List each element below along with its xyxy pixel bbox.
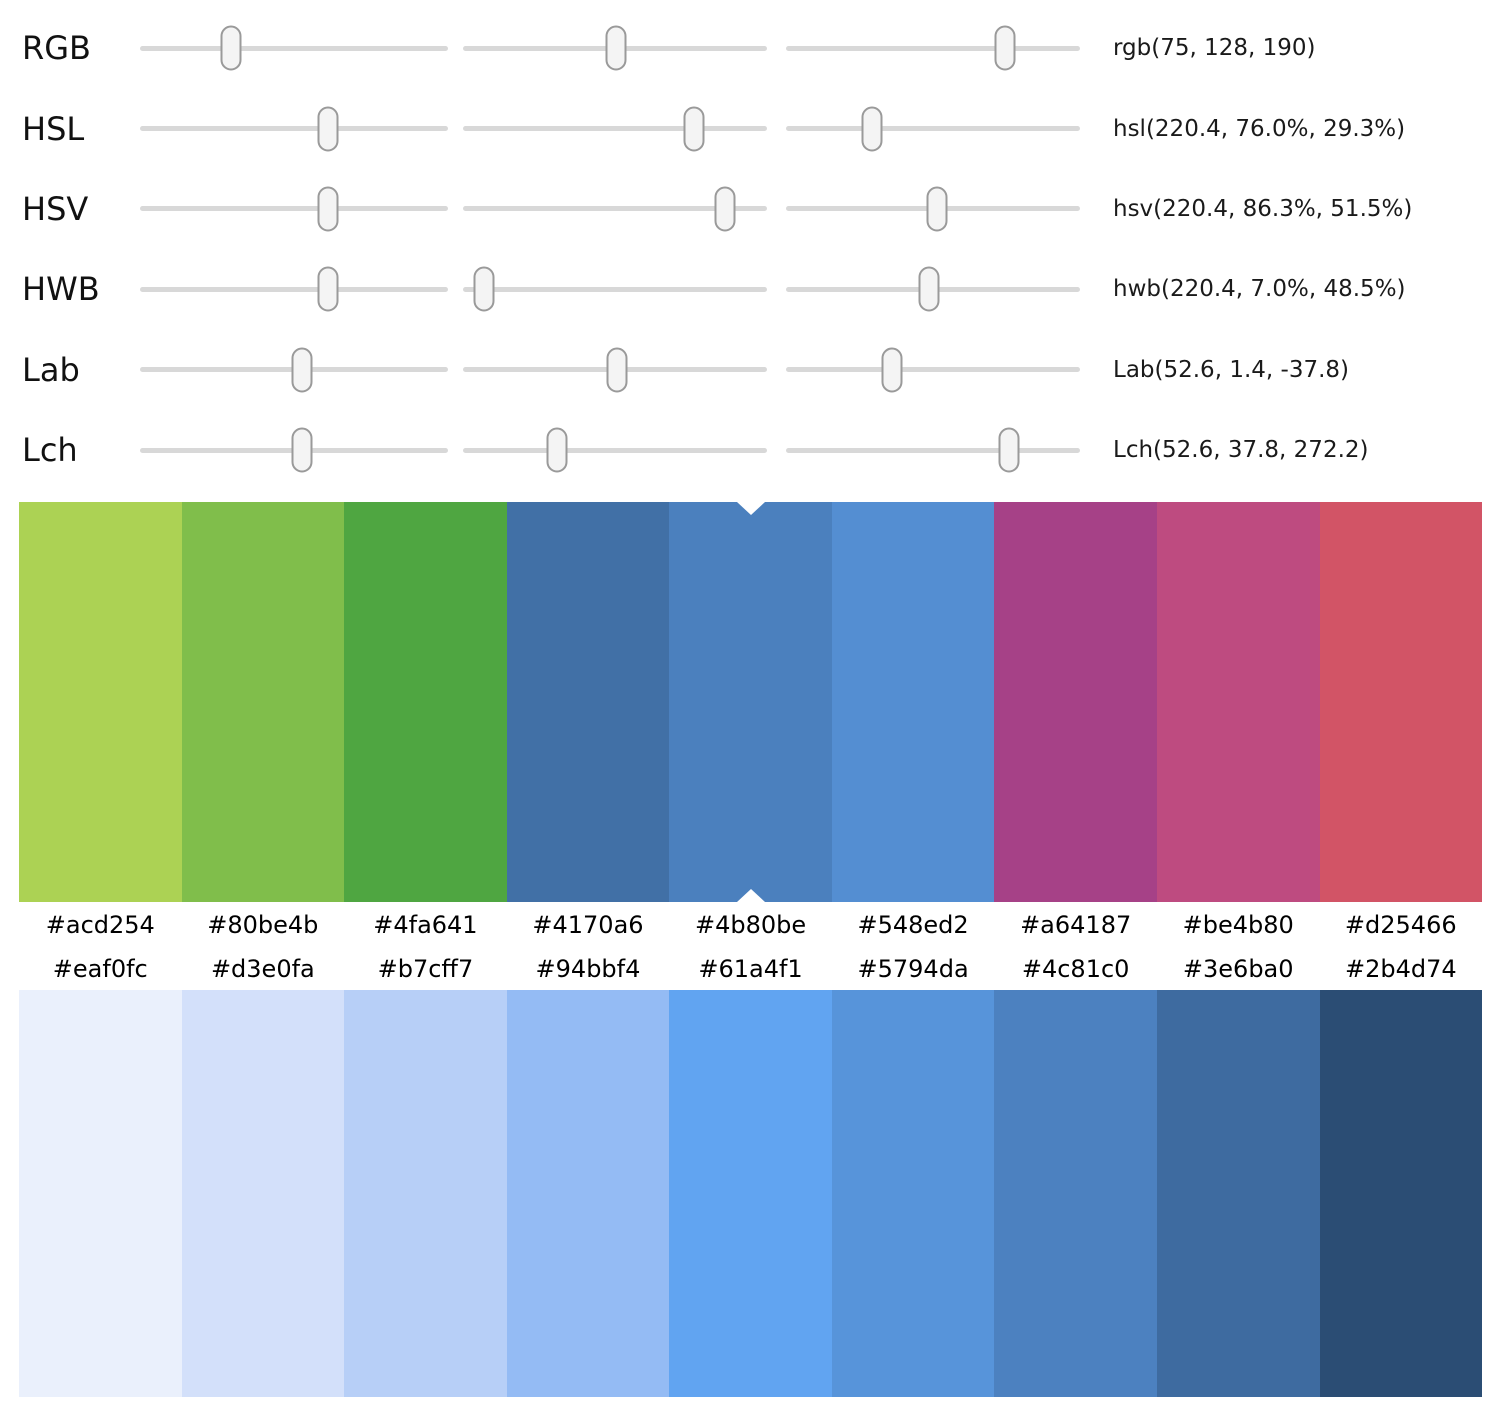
lch-slider-thumb-1[interactable] xyxy=(291,427,313,473)
bottom-palette-swatch-9[interactable] xyxy=(1319,990,1483,1398)
bottom-palette-hex-label-9: #2b4d74 xyxy=(1344,955,1457,984)
hsv-slider-track-1[interactable] xyxy=(140,186,448,232)
top-palette-hex-label-9: #d25466 xyxy=(1344,911,1457,940)
bottom-palette-swatch-6[interactable] xyxy=(831,990,995,1398)
lch-slider-thumb-3[interactable] xyxy=(998,427,1020,473)
lch-slider-track-3[interactable] xyxy=(786,427,1080,473)
top-palette-swatch-3[interactable] xyxy=(344,502,507,903)
bottom-palette-hex-label-3: #b7cff7 xyxy=(377,955,474,984)
lch-slider-track-2[interactable] xyxy=(463,427,767,473)
bottom-palette-swatch-4[interactable] xyxy=(506,990,670,1398)
lab-slider-thumb-2[interactable] xyxy=(606,347,628,393)
hsl-slider-thumb-2[interactable] xyxy=(683,106,705,152)
rgb-slider-track-1[interactable] xyxy=(140,25,448,71)
top-palette-swatch-9[interactable] xyxy=(1319,502,1483,903)
hwb-slider-track-3[interactable] xyxy=(786,266,1080,312)
bottom-palette-swatch-7[interactable] xyxy=(994,990,1157,1398)
bottom-palette xyxy=(19,990,1483,1398)
hsv-slider-thumb-2[interactable] xyxy=(714,186,736,232)
bottom-palette-hex-label-2: #d3e0fa xyxy=(210,955,315,984)
top-palette-swatch-7[interactable] xyxy=(994,502,1157,903)
hwb-slider-track-1[interactable] xyxy=(140,266,448,312)
top-palette-swatch-2[interactable] xyxy=(181,502,345,903)
top-palette-hex-labels: #acd254 #80be4b #4fa641 #4170a6 #4b80be #548e… xyxy=(19,902,1482,948)
hsv-slider-track-2[interactable] xyxy=(463,186,767,232)
lab-value-text: Lab(52.6, 1.4, -37.8) xyxy=(1113,356,1349,383)
bottom-palette-hex-label-1: #eaf0fc xyxy=(52,955,148,984)
bottom-palette-hex-label-5: #61a4f1 xyxy=(698,955,803,984)
slider-section: RGB rgb(75, 128, 190) HSL hsl(220.4, 76.0%,… xyxy=(0,0,1501,490)
colorspace-label-hsv: HSV xyxy=(22,189,89,228)
top-palette-hex-label-7: #a64187 xyxy=(1020,911,1132,940)
lab-slider-track-3[interactable] xyxy=(786,347,1080,393)
hsl-slider-track-2[interactable] xyxy=(463,106,767,152)
hwb-slider-thumb-1[interactable] xyxy=(317,266,339,312)
hsv-value-text: hsv(220.4, 86.3%, 51.5%) xyxy=(1113,195,1413,222)
selected-swatch-notch-bottom xyxy=(736,889,765,903)
slider-row-rgb: RGB rgb(75, 128, 190) xyxy=(0,8,1501,88)
top-palette-hex-label-3: #4fa641 xyxy=(373,911,478,940)
top-palette xyxy=(19,502,1483,903)
slider-row-hsl: HSL hsl(220.4, 76.0%, 29.3%) xyxy=(0,88,1501,168)
lch-slider-track-1[interactable] xyxy=(140,427,448,473)
top-palette-hex-label-5: #4b80be xyxy=(694,911,807,940)
bottom-palette-hex-label-7: #4c81c0 xyxy=(1021,955,1130,984)
top-palette-swatch-5[interactable] xyxy=(669,502,832,903)
hsv-slider-thumb-3[interactable] xyxy=(926,186,948,232)
lab-slider-thumb-1[interactable] xyxy=(291,347,313,393)
lch-slider-thumb-2[interactable] xyxy=(546,427,568,473)
colorspace-label-hsl: HSL xyxy=(22,109,85,148)
bottom-palette-hex-labels: #eaf0fc #d3e0fa #b7cff7 #94bbf4 #61a4f1 #5794… xyxy=(19,948,1482,990)
rgb-value-text: rgb(75, 128, 190) xyxy=(1113,35,1316,62)
bottom-palette-hex-label-8: #3e6ba0 xyxy=(1182,955,1294,984)
bottom-palette-swatch-5[interactable] xyxy=(669,990,832,1398)
hsl-slider-thumb-1[interactable] xyxy=(317,106,339,152)
rgb-slider-track-3[interactable] xyxy=(786,25,1080,71)
slider-row-hsv: HSV hsv(220.4, 86.3%, 51.5%) xyxy=(0,169,1501,249)
top-palette-hex-label-2: #80be4b xyxy=(207,911,319,940)
top-palette-hex-label-8: #be4b80 xyxy=(1182,911,1294,940)
bottom-palette-swatch-1[interactable] xyxy=(19,990,182,1398)
hwb-slider-thumb-3[interactable] xyxy=(918,266,940,312)
slider-row-lab: Lab Lab(52.6, 1.4, -37.8) xyxy=(0,330,1501,410)
bottom-palette-swatch-2[interactable] xyxy=(181,990,345,1398)
top-palette-swatch-6[interactable] xyxy=(831,502,995,903)
lab-slider-track-1[interactable] xyxy=(140,347,448,393)
rgb-slider-thumb-1[interactable] xyxy=(220,25,242,71)
hwb-slider-track-2[interactable] xyxy=(463,266,767,312)
colorspace-label-lch: Lch xyxy=(22,431,78,470)
rgb-slider-thumb-2[interactable] xyxy=(605,25,627,71)
top-palette-swatch-8[interactable] xyxy=(1156,502,1320,903)
hsl-slider-track-1[interactable] xyxy=(140,106,448,152)
slider-row-hwb: HWB hwb(220.4, 7.0%, 48.5%) xyxy=(0,249,1501,329)
bottom-palette-swatch-3[interactable] xyxy=(344,990,507,1398)
hsl-slider-track-3[interactable] xyxy=(786,106,1080,152)
hwb-value-text: hwb(220.4, 7.0%, 48.5%) xyxy=(1113,276,1406,303)
hwb-slider-thumb-2[interactable] xyxy=(473,266,495,312)
hsl-slider-thumb-3[interactable] xyxy=(861,106,883,152)
rgb-slider-thumb-3[interactable] xyxy=(994,25,1016,71)
selected-swatch-notch-top xyxy=(736,502,765,516)
colorspace-label-hwb: HWB xyxy=(22,270,100,309)
top-palette-hex-label-4: #4170a6 xyxy=(532,911,644,940)
lab-slider-track-2[interactable] xyxy=(463,347,767,393)
hsv-slider-thumb-1[interactable] xyxy=(317,186,339,232)
top-palette-hex-label-1: #acd254 xyxy=(45,911,155,940)
slider-row-lch: Lch Lch(52.6, 37.8, 272.2) xyxy=(0,410,1501,490)
colorspace-label-rgb: RGB xyxy=(22,29,91,68)
lab-slider-thumb-3[interactable] xyxy=(881,347,903,393)
colorspace-label-lab: Lab xyxy=(22,350,80,389)
rgb-slider-track-2[interactable] xyxy=(463,25,767,71)
bottom-palette-swatch-8[interactable] xyxy=(1156,990,1320,1398)
bottom-palette-hex-label-6: #5794da xyxy=(857,955,969,984)
bottom-palette-hex-label-4: #94bbf4 xyxy=(535,955,641,984)
hsl-value-text: hsl(220.4, 76.0%, 29.3%) xyxy=(1113,115,1406,142)
top-palette-swatch-4[interactable] xyxy=(506,502,670,903)
top-palette-hex-label-6: #548ed2 xyxy=(857,911,969,940)
lch-value-text: Lch(52.6, 37.8, 272.2) xyxy=(1113,437,1369,464)
top-palette-swatch-1[interactable] xyxy=(19,502,182,903)
hsv-slider-track-3[interactable] xyxy=(786,186,1080,232)
